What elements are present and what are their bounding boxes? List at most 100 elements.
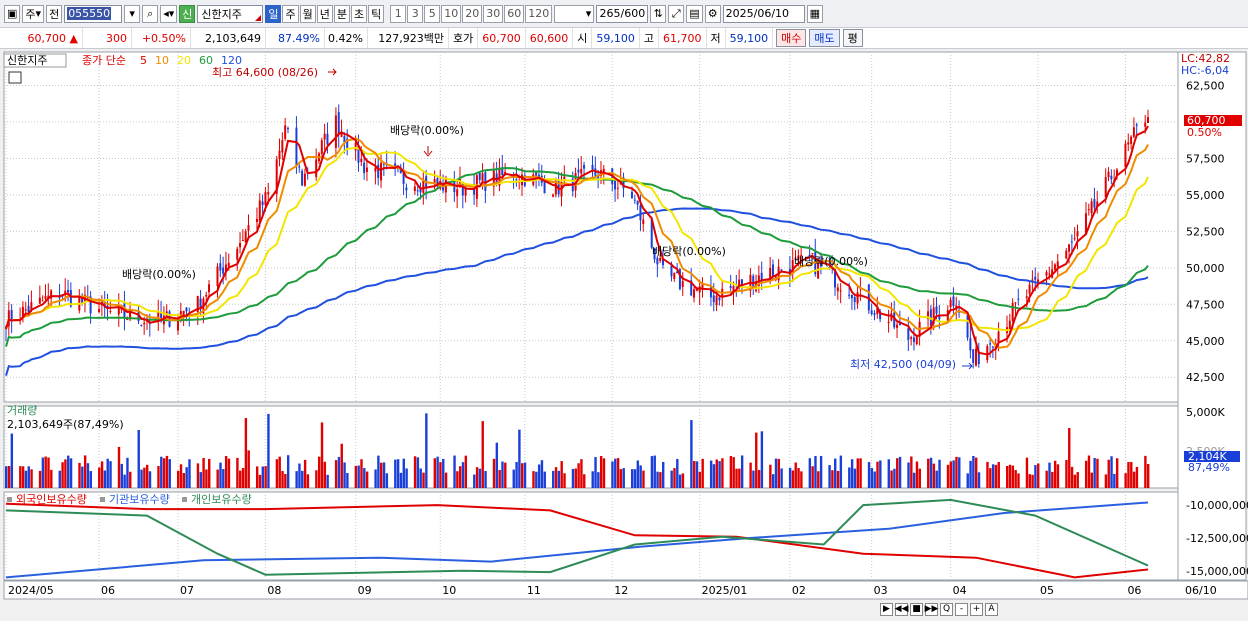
volume-bar — [974, 457, 978, 488]
dividend-annotation-1: 배당락(0.00%) — [390, 124, 464, 137]
volume-bar — [867, 462, 871, 488]
nav-button-5[interactable]: - — [955, 602, 968, 616]
menu-icon[interactable]: ▣ — [4, 4, 21, 23]
dividend-annotation-3: 배당락(0.00%) — [794, 255, 868, 268]
step-1[interactable]: 1 — [390, 4, 407, 23]
volume-bar — [986, 461, 989, 488]
volume-bar — [165, 455, 169, 488]
volume-bar — [836, 470, 840, 488]
volume-bar — [179, 464, 183, 488]
volume-bar — [343, 462, 346, 488]
date-input[interactable]: 2025/06/10 — [722, 4, 805, 23]
step-5[interactable]: 5 — [424, 4, 441, 23]
volume-bar — [718, 461, 721, 488]
volume-bar — [554, 467, 558, 488]
count-input[interactable]: 265/600 — [596, 4, 649, 23]
nav-button-3[interactable]: ▶▶ — [924, 602, 939, 616]
dropdown-icon[interactable]: ▾ — [124, 4, 141, 23]
volume-bar — [442, 458, 445, 488]
step-10[interactable]: 10 — [441, 4, 462, 23]
step-60[interactable]: 60 — [504, 4, 525, 23]
candle-body — [929, 309, 932, 326]
volume-bar — [577, 463, 580, 488]
volume-bar — [602, 458, 606, 488]
period-tab-2[interactable]: 월 — [299, 4, 316, 23]
gear-icon[interactable]: ⚙ — [704, 4, 721, 23]
draw-tool-icon[interactable]: ⤢ — [668, 4, 685, 23]
candle-body — [695, 289, 698, 291]
volume-bar — [1045, 470, 1048, 488]
volume-bar — [286, 455, 290, 488]
candle-body — [972, 349, 975, 364]
nav-button-6[interactable]: + — [970, 602, 983, 616]
nav-button-0[interactable]: ▶ — [880, 602, 893, 616]
period-tab-5[interactable]: 초 — [350, 4, 368, 23]
nav-button-7[interactable]: A — [985, 602, 998, 616]
step-30[interactable]: 30 — [483, 4, 504, 23]
high-label: 고 — [640, 28, 659, 48]
bid-value: 60,600 — [526, 28, 574, 48]
volume-bar — [199, 472, 202, 488]
period-tab-3[interactable]: 년 — [316, 4, 333, 23]
stock-chart[interactable]: 2024/05 06 07 08 09 10 11 12 2025/01 02 03 04 05 06 06… — [0, 50, 1248, 600]
legend-ma-10: 10 — [155, 54, 169, 67]
candle-body — [887, 321, 890, 323]
candle-body — [261, 201, 264, 206]
step-20[interactable]: 20 — [462, 4, 483, 23]
volume-bar — [137, 429, 140, 488]
volume-bar — [817, 471, 820, 488]
volume-bar — [557, 470, 561, 488]
volume-bar — [1147, 464, 1150, 488]
volume-bar — [50, 469, 53, 488]
step-3[interactable]: 3 — [407, 4, 424, 23]
volume-bar — [402, 458, 405, 488]
period-tab-4[interactable]: 분 — [333, 4, 350, 23]
nav-button-1[interactable]: ◀◀ — [894, 602, 909, 616]
volume-bar — [444, 472, 448, 488]
candle-body — [241, 240, 244, 242]
period-tab-6[interactable]: 틱 — [368, 4, 385, 23]
volume-bar — [123, 474, 126, 488]
volume-bar — [1017, 473, 1020, 488]
candle-body — [1048, 273, 1051, 275]
sell-button[interactable]: 매도 — [809, 29, 840, 47]
buy-button[interactable]: 매수 — [776, 29, 807, 47]
candle-body — [1068, 244, 1071, 252]
eval-button[interactable]: 평 — [842, 29, 863, 47]
volume-bar — [1104, 474, 1108, 488]
legend-ma-120: 120 — [221, 54, 242, 67]
volume-bar — [552, 470, 555, 488]
search-icon[interactable]: ⌕ — [142, 4, 159, 23]
candle-body — [915, 336, 918, 345]
stock-code-value: 055550 — [67, 7, 112, 20]
nav-button-4[interactable]: Q — [940, 602, 953, 616]
volume-bar — [295, 471, 298, 488]
period-tab-1[interactable]: 주 — [282, 4, 299, 23]
step-120[interactable]: 120 — [525, 4, 553, 23]
volume-bar — [1113, 473, 1116, 488]
candle-body — [1130, 136, 1133, 144]
market-select[interactable]: 주 ▾ — [22, 4, 45, 23]
stock-code-input[interactable]: 055550 — [64, 4, 123, 23]
candle-body — [357, 145, 360, 163]
holdings-legend-marker-1 — [100, 497, 105, 502]
volume-bar — [636, 460, 640, 488]
candle-body — [205, 294, 208, 297]
nav-button-2[interactable]: ■ — [910, 602, 923, 616]
sound-icon[interactable]: ◂▾ — [160, 4, 178, 23]
prev-button[interactable]: 전 — [46, 4, 63, 23]
volume-bar — [1144, 455, 1147, 488]
volume-last-pct: 87,49% — [1188, 461, 1230, 474]
volume-bar — [419, 468, 422, 488]
save-icon[interactable]: ▤ — [686, 4, 703, 23]
candle-body — [380, 162, 383, 181]
x-tick-7: 12 — [614, 584, 628, 597]
volume-bar — [21, 466, 25, 488]
candle-body — [653, 248, 656, 260]
step-input[interactable]: ▾ — [554, 4, 595, 23]
chart-type-icon[interactable]: ⇅ — [650, 4, 667, 23]
period-tab-0[interactable]: 일 — [265, 4, 282, 23]
calendar-icon[interactable]: ▦ — [806, 4, 824, 23]
candle-body — [365, 167, 368, 173]
